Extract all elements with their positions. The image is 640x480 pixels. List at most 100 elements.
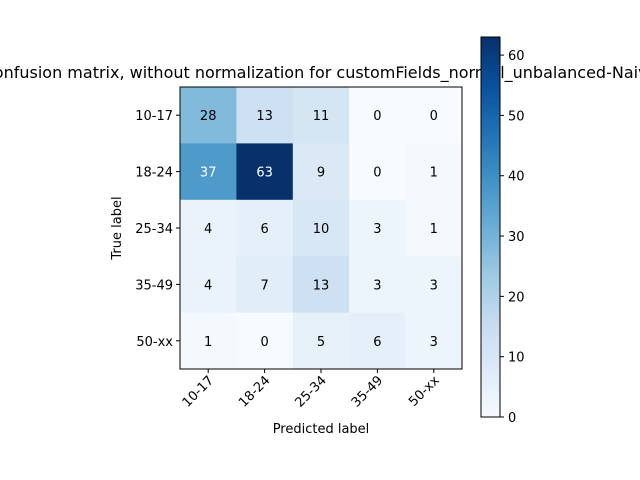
y-tick-label: 50-xx — [136, 335, 173, 350]
colorbar-segment — [481, 217, 500, 222]
colorbar-segment — [481, 115, 500, 120]
cell-value-label: 4 — [204, 222, 212, 237]
colorbar-segment — [481, 103, 500, 107]
colorbar-segment — [481, 299, 500, 303]
colorbar-segment — [481, 187, 500, 192]
colorbar-tick-label: 40 — [508, 170, 525, 185]
cell-value-label: 1 — [430, 166, 438, 181]
colorbar-segment — [481, 338, 500, 343]
x-tick-label: 10-17 — [180, 373, 217, 410]
colorbar-segment — [481, 142, 500, 147]
colorbar-segment — [481, 230, 500, 234]
colorbar-segment — [481, 205, 500, 210]
colorbar-segment — [481, 64, 500, 68]
colorbar-segment — [481, 196, 500, 201]
cell-value-label: 4 — [204, 278, 212, 293]
heatmap-cell — [405, 87, 463, 144]
colorbar-segment — [481, 377, 500, 382]
colorbar-segment — [481, 97, 500, 101]
colorbar-segment — [481, 365, 500, 370]
colorbar-segment — [481, 106, 500, 110]
y-tick-label: 25-34 — [135, 222, 173, 237]
colorbar-segment — [481, 112, 500, 117]
colorbar-segment — [481, 181, 500, 186]
colorbar-segment — [481, 392, 500, 397]
cell-value-label: 1 — [204, 335, 212, 350]
cell-value-label: 11 — [313, 109, 330, 124]
colorbar-segment — [481, 401, 500, 406]
heatmap-cell — [180, 256, 237, 314]
cell-value-label: 63 — [256, 166, 273, 181]
colorbar-segment — [481, 85, 500, 89]
colorbar-segment — [481, 118, 500, 123]
colorbar-segment — [481, 58, 500, 62]
colorbar: 0 10 20 30 40 50 60 — [480, 36, 525, 426]
colorbar-segment — [481, 323, 500, 328]
cell-value-label: 37 — [200, 166, 217, 181]
colorbar-frame — [480, 36, 501, 418]
colorbar-segment — [481, 296, 500, 300]
colorbar-segment — [481, 133, 500, 138]
colorbar-segment — [481, 248, 500, 252]
heatmap-cell — [349, 199, 407, 257]
cell-value-label: 6 — [260, 222, 268, 237]
heatmap-cell — [180, 199, 237, 257]
x-axis-ticks: 10-17 18-24 25-34 35-49 50-xx — [180, 369, 443, 411]
colorbar-segment — [481, 287, 500, 291]
colorbar-segment — [481, 332, 500, 337]
x-tick-label: 25-34 — [293, 373, 330, 410]
colorbar-segment — [481, 100, 500, 104]
cell-value-label: 0 — [260, 335, 268, 350]
colorbar-segment — [481, 70, 500, 74]
cell-value-label: 0 — [430, 109, 438, 124]
colorbar-segment — [481, 175, 500, 180]
colorbar-segment — [481, 88, 500, 92]
colorbar-segment — [481, 407, 500, 412]
heatmap-cell — [405, 143, 463, 201]
colorbar-segment — [481, 227, 500, 231]
colorbar-segment — [481, 37, 500, 41]
cell-value-label: 13 — [313, 278, 330, 293]
colorbar-segment — [481, 410, 500, 415]
y-tick-label: 10-17 — [135, 109, 173, 124]
cell-value-label: 10 — [313, 222, 330, 237]
colorbar-segment — [481, 190, 500, 195]
heatmap-cell — [349, 256, 407, 314]
colorbar-segment — [481, 43, 500, 47]
colorbar-segment — [481, 284, 500, 288]
colorbar-segment — [481, 395, 500, 400]
colorbar-segment — [481, 290, 500, 294]
colorbar-segment — [481, 124, 500, 129]
colorbar-segment — [481, 139, 500, 144]
y-tick-label: 18-24 — [135, 166, 173, 181]
colorbar-segment — [481, 293, 500, 297]
colorbar-segment — [481, 220, 500, 225]
colorbar-segment — [481, 199, 500, 204]
colorbar-segment — [481, 136, 500, 141]
colorbar-segment — [481, 278, 500, 282]
colorbar-segment — [481, 305, 500, 310]
colorbar-segment — [481, 251, 500, 255]
colorbar-segment — [481, 151, 500, 156]
cell-value-label: 13 — [256, 109, 273, 124]
cell-value-label: 3 — [373, 222, 381, 237]
colorbar-segment — [481, 272, 500, 276]
colorbar-segment — [481, 145, 500, 150]
colorbar-segment — [481, 52, 500, 56]
colorbar-segment — [481, 413, 500, 418]
colorbar-segment — [481, 169, 500, 174]
cell-value-label: 3 — [430, 278, 438, 293]
colorbar-segment — [481, 380, 500, 385]
colorbar-segment — [481, 386, 500, 391]
colorbar-segment — [481, 383, 500, 388]
colorbar-segment — [481, 202, 500, 207]
colorbar-segment — [481, 398, 500, 403]
colorbar-segment — [481, 49, 500, 53]
chart-title: Confusion matrix, without normalization … — [0, 63, 640, 83]
colorbar-segment — [481, 73, 500, 77]
colorbar-segment — [481, 91, 500, 95]
colorbar-segment — [481, 314, 500, 319]
colorbar-segment — [481, 160, 500, 165]
colorbar-segment — [481, 308, 500, 313]
colorbar-segment — [481, 236, 500, 240]
